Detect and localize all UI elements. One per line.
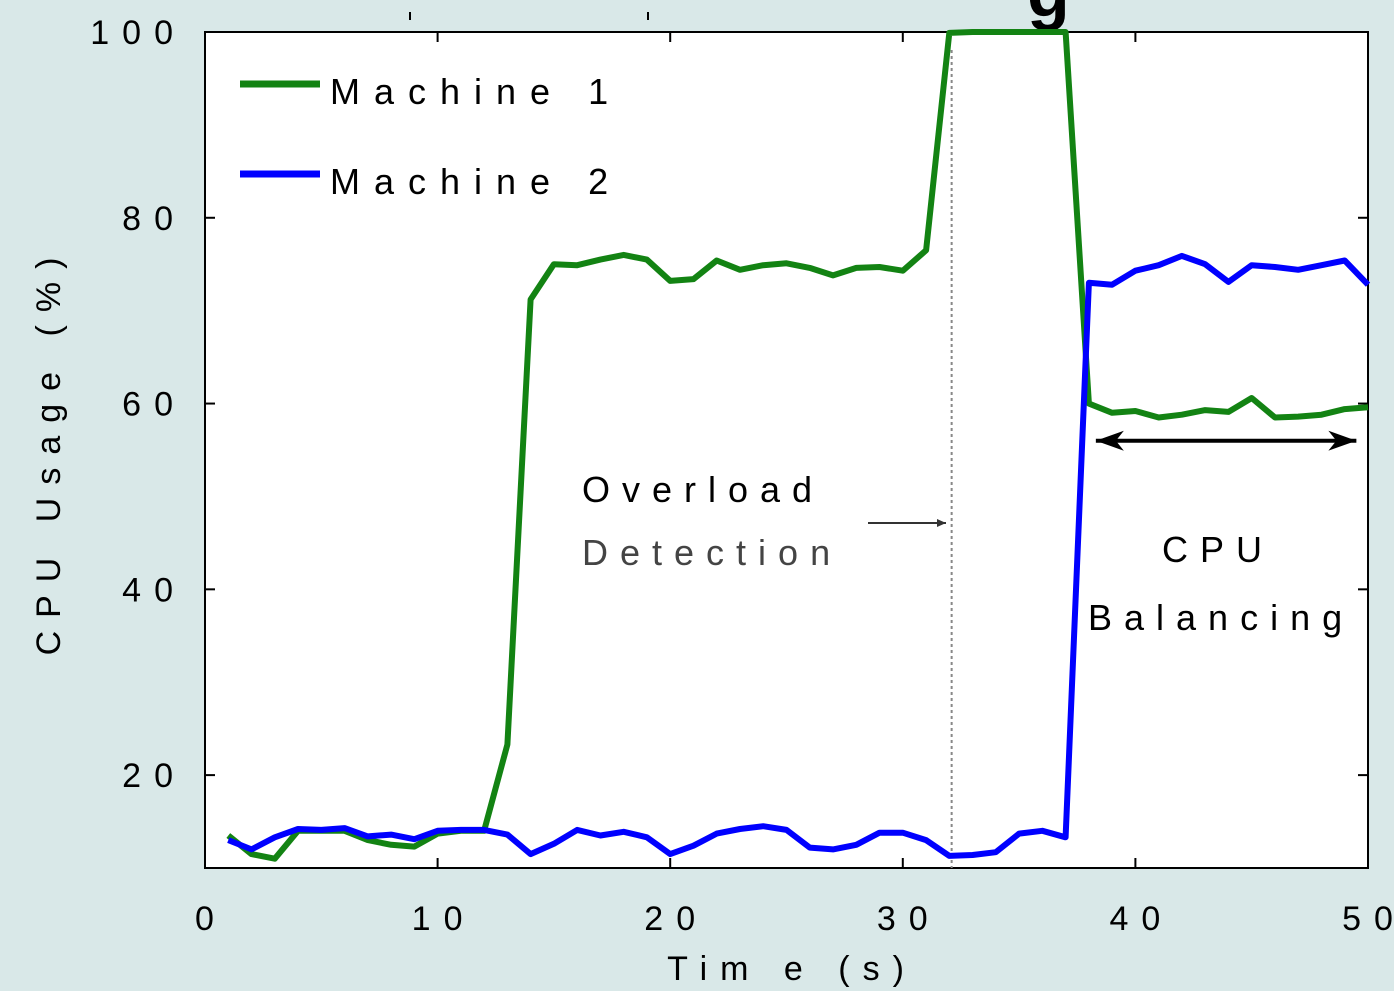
y-tick-label: 40 [122,571,186,609]
legend-label-machine-2: Machine 2 [330,161,622,202]
annotation-overload: Overload [582,469,824,510]
annotation-detection: Detection [582,532,842,573]
x-tick-label: 30 [877,900,941,938]
series-layer [226,29,1371,862]
y-axis-title: CPU Usage (%) [30,245,68,656]
series-line-machine-2 [227,252,1371,859]
x-tick-label: 50 [1342,900,1394,938]
x-tick-label: 40 [1109,900,1173,938]
y-tick-label: 80 [122,200,186,238]
y-tick-label: 20 [122,757,186,795]
y-tick-label: 100 [90,14,186,52]
plot-frame [204,31,1369,869]
y-tick-label: 60 [122,386,186,424]
x-tick-label: 20 [644,900,708,938]
annotation-cpu: CPU [1162,529,1274,570]
legend: Machine 1 Machine 2 [240,71,622,202]
y-axis: 20 40 60 80 100 [90,14,1368,795]
legend-label-machine-1: Machine 1 [330,71,622,112]
title-fragment: g [1027,0,1070,31]
x-tick-label: 0 [195,900,227,938]
x-tick-label: 10 [412,900,476,938]
x-axis: 0 10 20 30 40 50 [195,32,1394,938]
series-line-machine-1 [226,29,1369,862]
annotation-balancing: Balancing [1088,597,1354,638]
x-axis-title: Tim e (s) [667,950,917,988]
